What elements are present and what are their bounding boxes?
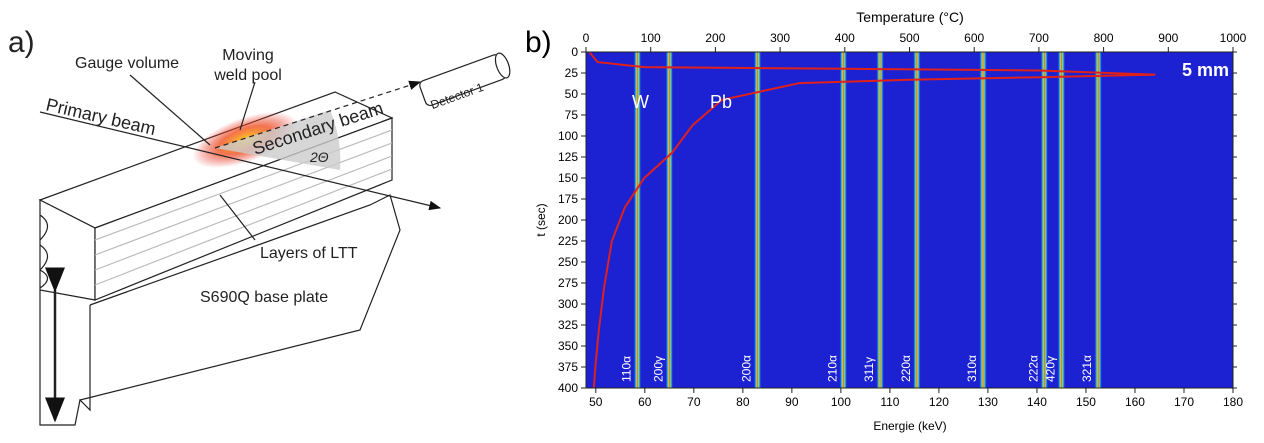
x-tick-label: 50 bbox=[589, 395, 603, 409]
x-tick-label: 110 bbox=[880, 395, 899, 409]
panel-label: a) bbox=[8, 26, 35, 59]
y-tick-label: 250 bbox=[558, 255, 578, 269]
peak-label: 222α bbox=[1026, 355, 1040, 382]
annotation: 5 mm bbox=[1182, 60, 1229, 80]
diffraction-line bbox=[912, 52, 921, 388]
primary-beam-label: Primary beam bbox=[44, 94, 158, 139]
x-tick-label: 80 bbox=[736, 395, 750, 409]
y-tick-label: 200 bbox=[558, 213, 578, 227]
x2-tick-label: 600 bbox=[964, 31, 984, 45]
x2-tick-label: 300 bbox=[770, 31, 790, 45]
y-tick-label: 400 bbox=[558, 381, 578, 395]
annotation: Pb bbox=[710, 92, 732, 112]
annotation: W bbox=[632, 92, 649, 112]
x2-tick-label: 100 bbox=[641, 31, 661, 45]
x-tick-label: 130 bbox=[978, 395, 998, 409]
y-tick-label: 375 bbox=[558, 360, 578, 374]
temperature-curve bbox=[588, 51, 1156, 389]
diffraction-line bbox=[1057, 52, 1066, 388]
x-axis-title: Energie (keV) bbox=[873, 419, 946, 433]
x-tick-label: 180 bbox=[1223, 395, 1243, 409]
layers-label: Layers of LTT bbox=[260, 245, 358, 262]
x2-tick-label: 200 bbox=[705, 31, 725, 45]
y-axis-title: t (sec) bbox=[534, 203, 548, 236]
x2-tick-label: 400 bbox=[835, 31, 855, 45]
peak-label: 420γ bbox=[1043, 356, 1057, 382]
diffraction-line bbox=[633, 52, 642, 388]
x2-tick-label: 500 bbox=[899, 31, 919, 45]
diffraction-line bbox=[839, 52, 848, 388]
angle-label: 2Θ bbox=[309, 149, 329, 165]
diagram: a) Moving weld pool Gauge volume Detecto… bbox=[8, 26, 511, 426]
x-tick-label: 100 bbox=[831, 395, 851, 409]
diffraction-line bbox=[876, 52, 885, 388]
y-tick-label: 300 bbox=[558, 297, 578, 311]
peak-label: 220α bbox=[899, 355, 913, 382]
x-tick-label: 60 bbox=[638, 395, 652, 409]
x-tick-label: 140 bbox=[1027, 395, 1047, 409]
panel-label: b) bbox=[525, 26, 552, 59]
x-tick-label: 170 bbox=[1174, 395, 1194, 409]
y-tick-label: 225 bbox=[558, 234, 578, 248]
x-tick-label: 90 bbox=[785, 395, 799, 409]
weld-pool-label: weld pool bbox=[213, 67, 282, 84]
x2-axis-title: Temperature (°C) bbox=[856, 9, 964, 25]
peak-label: 310α bbox=[965, 355, 979, 382]
y-tick-label: 125 bbox=[558, 150, 578, 164]
y-tick-label: 350 bbox=[558, 339, 578, 353]
base-plate-label: S690Q base plate bbox=[200, 289, 328, 306]
diffraction-line bbox=[1040, 52, 1049, 388]
y-tick-label: 0 bbox=[571, 45, 578, 59]
diffraction-line bbox=[1094, 52, 1103, 388]
peak-label: 200α bbox=[740, 355, 754, 382]
y-tick-label: 275 bbox=[558, 276, 578, 290]
peak-label: 200γ bbox=[651, 356, 665, 382]
x-tick-label: 160 bbox=[1125, 395, 1145, 409]
peak-label: 321α bbox=[1080, 355, 1094, 382]
diffraction-line bbox=[979, 52, 988, 388]
diffraction-line bbox=[753, 52, 762, 388]
x2-tick-label: 800 bbox=[1094, 31, 1114, 45]
y-tick-label: 75 bbox=[565, 108, 579, 122]
peak-label: 311γ bbox=[862, 357, 876, 382]
x-tick-label: 150 bbox=[1076, 395, 1096, 409]
x-tick-label: 70 bbox=[687, 395, 701, 409]
y-tick-label: 175 bbox=[558, 192, 578, 206]
peak-label: 210α bbox=[825, 355, 839, 382]
plot-background bbox=[586, 52, 1233, 388]
y-tick-label: 325 bbox=[558, 318, 578, 332]
y-tick-label: 100 bbox=[558, 129, 578, 143]
x2-tick-label: 0 bbox=[583, 31, 590, 45]
y-tick-label: 50 bbox=[565, 87, 579, 101]
y-tick-label: 150 bbox=[558, 171, 578, 185]
gauge-volume-label: Gauge volume bbox=[75, 55, 179, 72]
peak-label: 110α bbox=[619, 356, 633, 382]
x2-tick-label: 900 bbox=[1158, 31, 1178, 45]
x-tick-label: 120 bbox=[929, 395, 949, 409]
diffraction-line bbox=[665, 52, 674, 388]
weld-pool-label: Moving bbox=[222, 47, 274, 64]
x2-tick-label: 700 bbox=[1029, 31, 1049, 45]
y-tick-label: 25 bbox=[565, 66, 579, 80]
x2-tick-label: 1000 bbox=[1220, 31, 1247, 45]
